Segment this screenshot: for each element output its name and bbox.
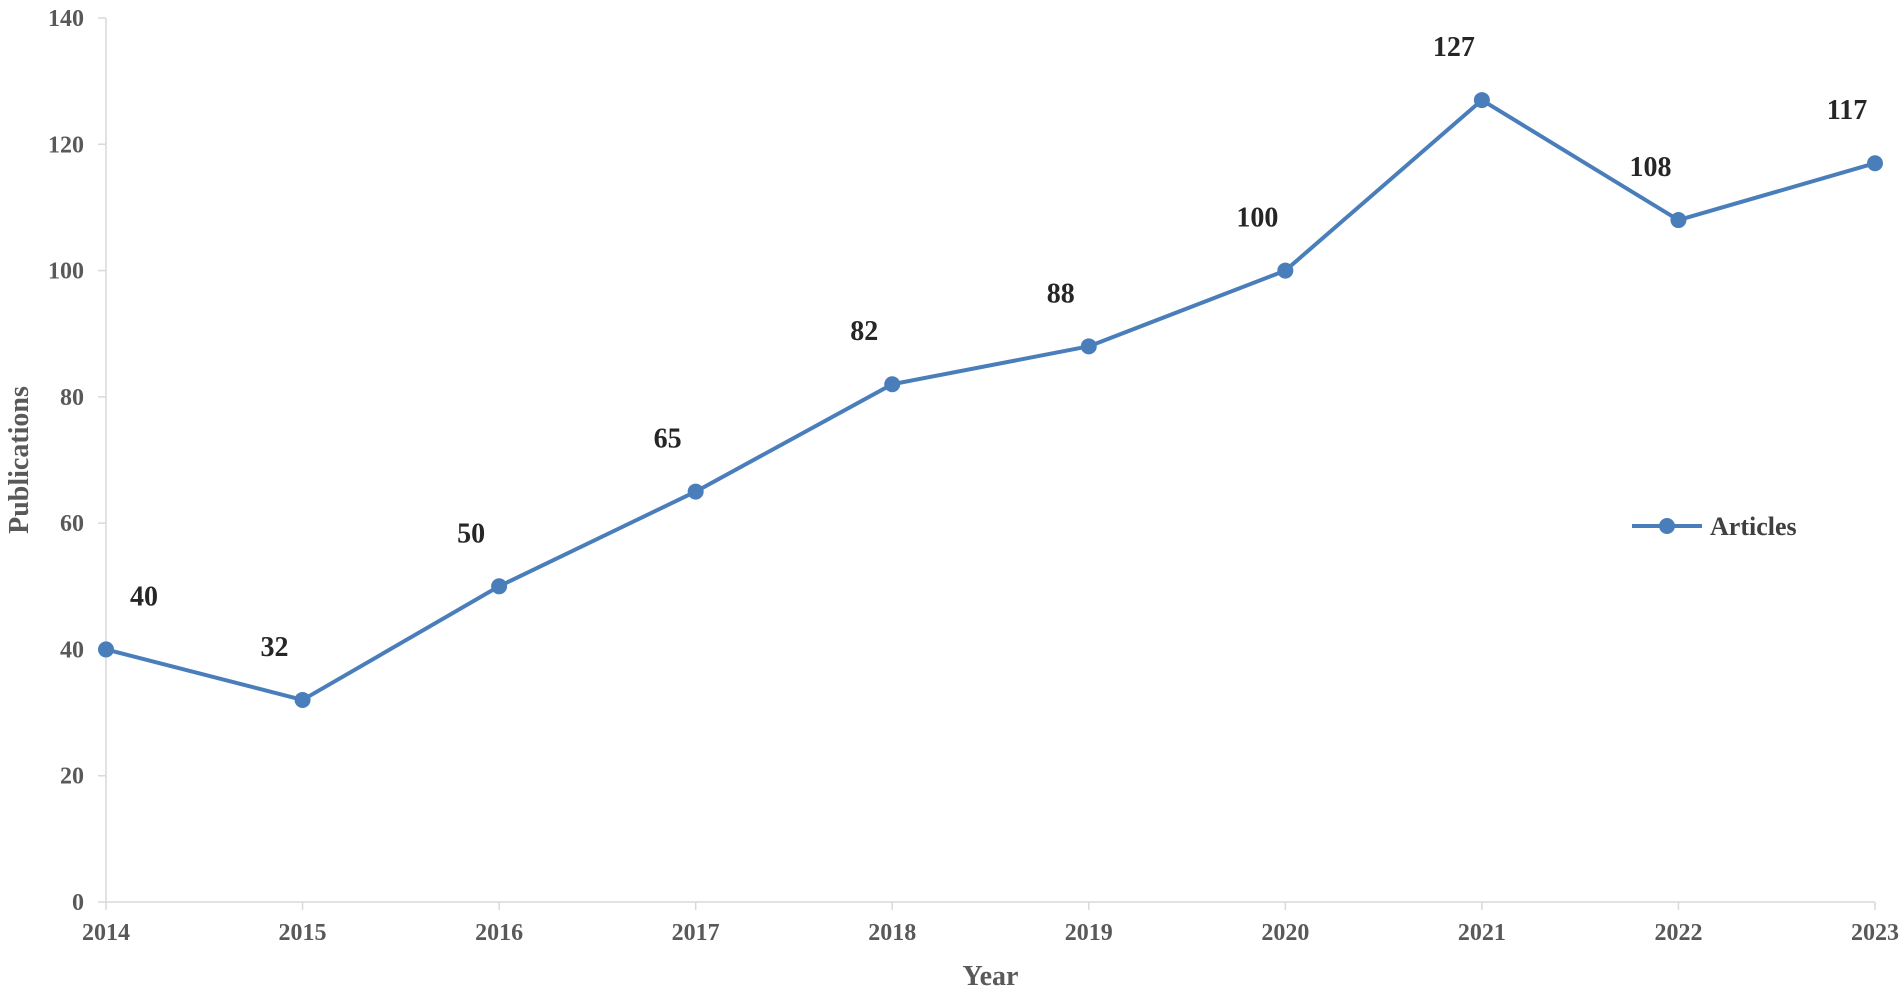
data-label: 32	[261, 632, 289, 663]
y-tick-label: 120	[48, 132, 84, 158]
y-tick-label: 40	[60, 637, 84, 663]
y-axis-title: Publications	[4, 386, 35, 534]
data-point	[1277, 262, 1294, 279]
data-label: 88	[1047, 278, 1075, 309]
x-tick-label: 2014	[82, 920, 130, 946]
legend-label: Articles	[1710, 512, 1797, 541]
labels-layer: 40 32 50 65 82 88 100 127 108 117	[130, 32, 1867, 663]
series-layer	[98, 92, 1883, 708]
data-point	[687, 483, 704, 500]
y-tick-label: 20	[60, 764, 84, 790]
x-tick-label: 2022	[1654, 920, 1702, 946]
y-tick-label: 60	[60, 511, 84, 537]
data-point	[491, 578, 508, 595]
data-label: 108	[1629, 152, 1671, 183]
x-tick-label: 2015	[279, 920, 327, 946]
series-line-articles	[105, 98, 1876, 702]
x-axis-title: Year	[963, 961, 1019, 990]
y-tick-label: 100	[48, 259, 84, 285]
data-label: 127	[1433, 32, 1475, 63]
data-point	[1670, 212, 1687, 229]
data-point	[98, 641, 114, 658]
y-tick-label: 0	[72, 890, 84, 916]
x-tick-label: 2017	[672, 920, 720, 946]
axes-layer: 0 20 40 60 80 100 120 140 2014 2015 2016 2017 2018 20…	[48, 6, 1899, 946]
x-tick-label: 2023	[1851, 920, 1899, 946]
data-point	[1080, 338, 1097, 355]
data-point	[1867, 155, 1883, 172]
x-tick-label: 2018	[868, 920, 916, 946]
y-tick-label: 80	[60, 385, 84, 411]
x-tick-label: 2021	[1458, 920, 1506, 946]
data-point	[1473, 92, 1490, 109]
data-label: 65	[654, 424, 682, 455]
x-tick-label: 2019	[1065, 920, 1113, 946]
data-point	[884, 376, 901, 393]
x-tick-label: 2020	[1261, 920, 1309, 946]
data-point	[294, 691, 311, 708]
data-label: 40	[130, 581, 158, 612]
legend-marker	[1659, 518, 1675, 534]
y-tick-label: 140	[48, 6, 84, 32]
data-label: 50	[457, 518, 485, 549]
data-label: 117	[1827, 95, 1867, 126]
x-tick-label: 2016	[475, 920, 523, 946]
data-label: 82	[850, 316, 878, 347]
data-label: 100	[1236, 203, 1278, 234]
legend: Articles	[1632, 512, 1797, 541]
